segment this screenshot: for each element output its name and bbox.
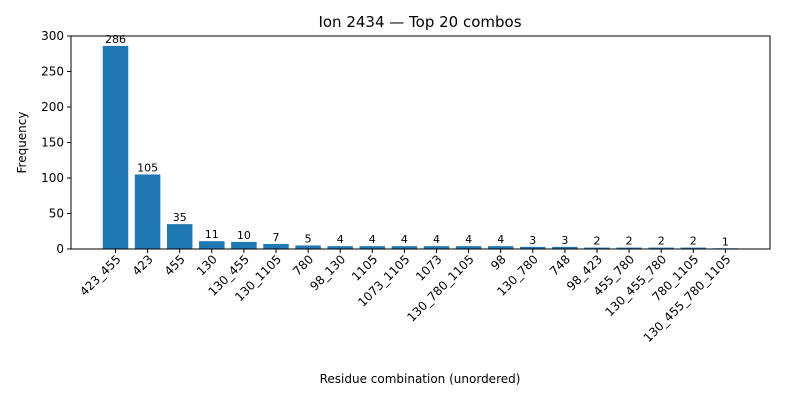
bar: [263, 244, 289, 249]
bar-value-label: 4: [433, 233, 440, 246]
bar-value-label: 1: [722, 235, 729, 248]
bar: [455, 246, 482, 249]
bar: [231, 241, 257, 249]
bar-value-label: 3: [529, 234, 536, 247]
bar: [391, 246, 418, 249]
x-axis-label: Residue combination (unordered): [320, 372, 521, 386]
bar-value-label: 4: [497, 233, 504, 246]
bar-value-label: 35: [173, 211, 187, 224]
x-tick-label: 130: [194, 252, 220, 278]
bars-layer: [102, 45, 739, 249]
y-tick-label: 200: [41, 100, 64, 114]
x-tick-label: 455: [162, 252, 188, 278]
bar: [552, 246, 578, 249]
bar-labels-layer: 286 105 35 11 10 7 5 4 4 4 4 4 4 3 3 2 2 2 2 1: [105, 33, 729, 248]
bar-value-label: 286: [105, 33, 126, 46]
y-tick-label: 300: [41, 29, 64, 43]
bar-value-label: 2: [658, 235, 665, 248]
x-tick-label: 423: [130, 252, 156, 278]
bar: [648, 247, 674, 249]
chart-title: Ion 2434 — Top 20 combos: [318, 13, 521, 31]
bar: [199, 241, 225, 249]
bar: [134, 174, 161, 249]
bar: [680, 247, 707, 249]
bar: [487, 246, 514, 249]
bar: [584, 247, 610, 249]
bar: [166, 224, 193, 249]
x-tick-label: 748: [547, 252, 573, 278]
bar: [295, 245, 321, 249]
bar-value-label: 2: [594, 235, 601, 248]
bar-value-label: 2: [690, 235, 697, 248]
y-axis-label: Frequency: [15, 112, 29, 174]
bar-value-label: 4: [465, 233, 472, 246]
bar-value-label: 10: [237, 229, 251, 242]
bar-value-label: 4: [401, 233, 408, 246]
x-tick-label: 98: [488, 252, 509, 273]
bar-value-label: 11: [205, 228, 219, 241]
bar-value-label: 5: [305, 232, 312, 245]
bar: [616, 247, 642, 249]
y-axis: 0 50 100 150 200 250 300: [41, 29, 71, 256]
bar-value-label: 7: [273, 231, 280, 244]
bar-value-label: 4: [337, 233, 344, 246]
y-tick-label: 250: [41, 65, 64, 79]
bar-value-label: 2: [626, 235, 633, 248]
bar: [327, 246, 353, 249]
bar-value-label: 4: [369, 233, 376, 246]
x-tick-label: 780: [290, 252, 316, 278]
x-tick-label: 423_455: [77, 252, 124, 299]
bar: [359, 246, 386, 249]
bar: [102, 45, 129, 249]
plot-frame: [70, 35, 771, 250]
bar: [520, 246, 546, 249]
bar-value-label: 3: [561, 234, 568, 247]
y-tick-label: 0: [56, 242, 64, 256]
y-tick-label: 50: [49, 207, 64, 221]
y-tick-label: 150: [41, 136, 64, 150]
x-tick-label: 98_130: [307, 252, 348, 293]
y-tick-label: 100: [41, 171, 64, 185]
bar-value-label: 105: [137, 161, 158, 174]
bar: [423, 246, 450, 249]
